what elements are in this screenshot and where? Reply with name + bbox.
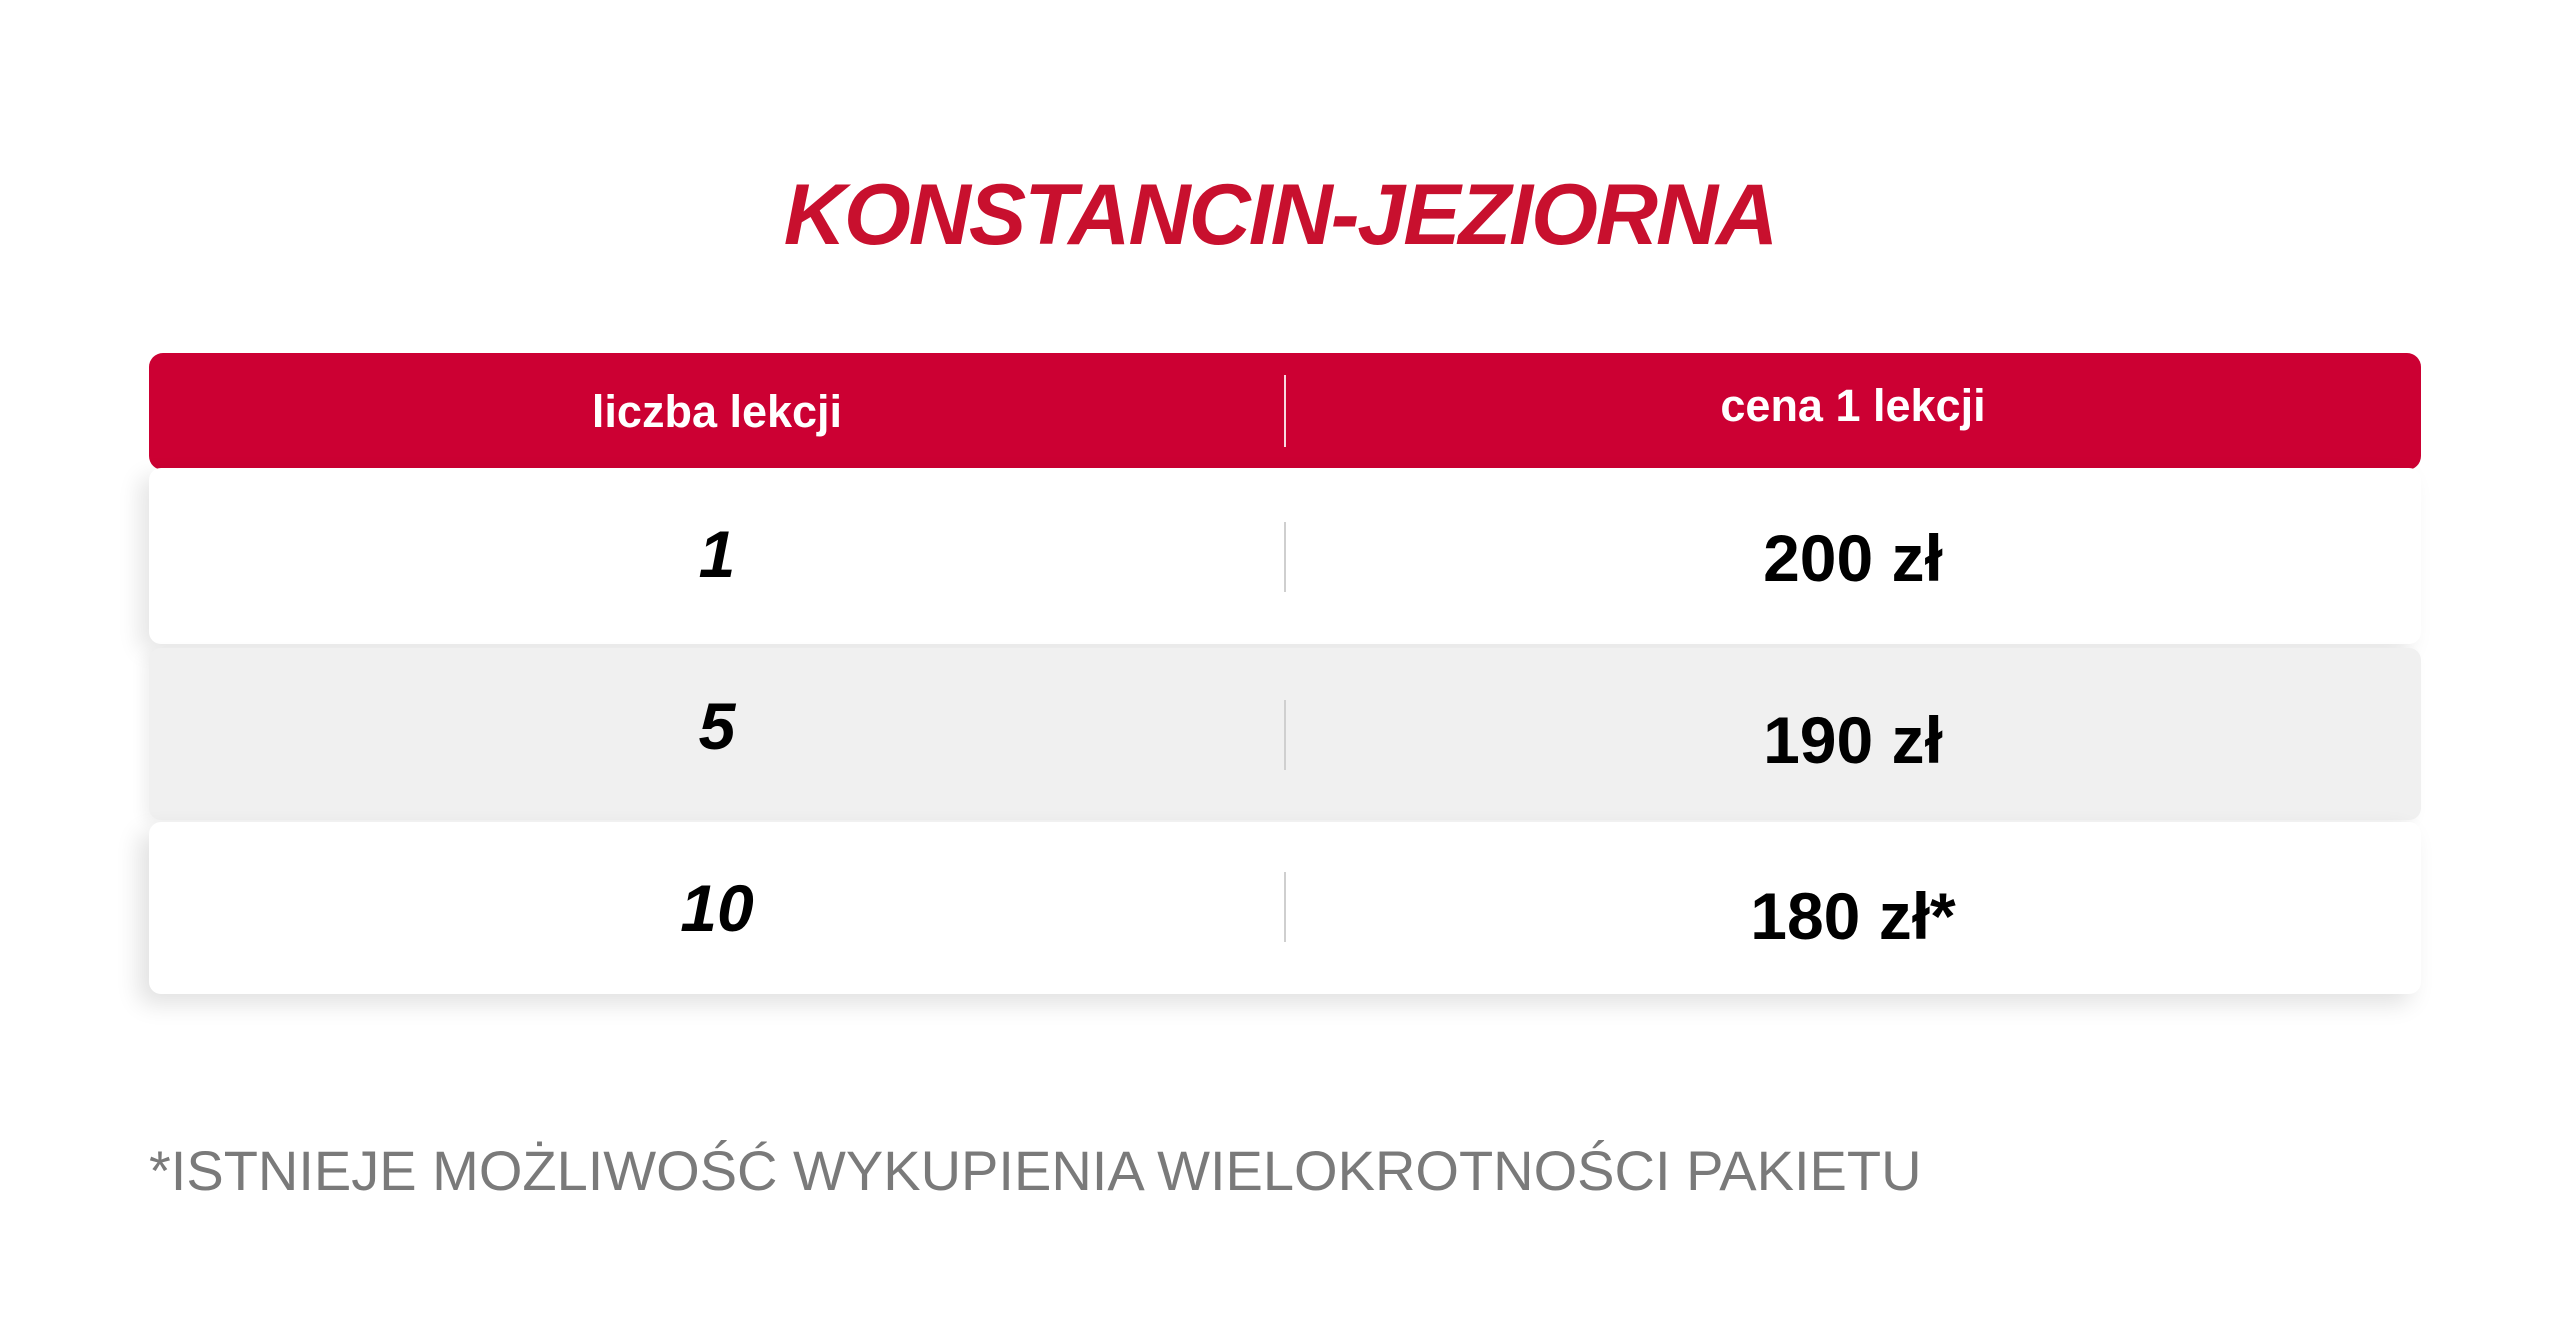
header-price-per-lesson: cena 1 lekcji [1720,380,1986,431]
lessons-count-cell: 5 [698,689,736,763]
header-lessons-count: liczba lekcji [591,386,843,437]
table-header: liczba lekcji cena 1 lekcji [149,353,2421,470]
price-cell: 180 zł* [1750,879,1956,953]
table-row: 10 180 zł* [149,822,2421,994]
lessons-count-cell: 1 [698,517,736,591]
table-row: 1 200 zł [149,468,2421,644]
table-row: 5 190 zł [149,648,2421,820]
row-divider [1284,522,1286,592]
header-divider [1284,375,1286,447]
footnote: *ISTNIEJE MOŻLIWOŚĆ WYKUPIENIA WIELOKROT… [149,1139,1922,1202]
row-divider [1284,700,1286,770]
lessons-count-cell: 10 [680,871,754,945]
price-cell: 190 zł [1763,703,1943,777]
row-divider [1284,872,1286,942]
price-cell: 200 zł [1763,521,1943,595]
page-title: KONSTANCIN-JEZIORNA [783,167,1778,263]
